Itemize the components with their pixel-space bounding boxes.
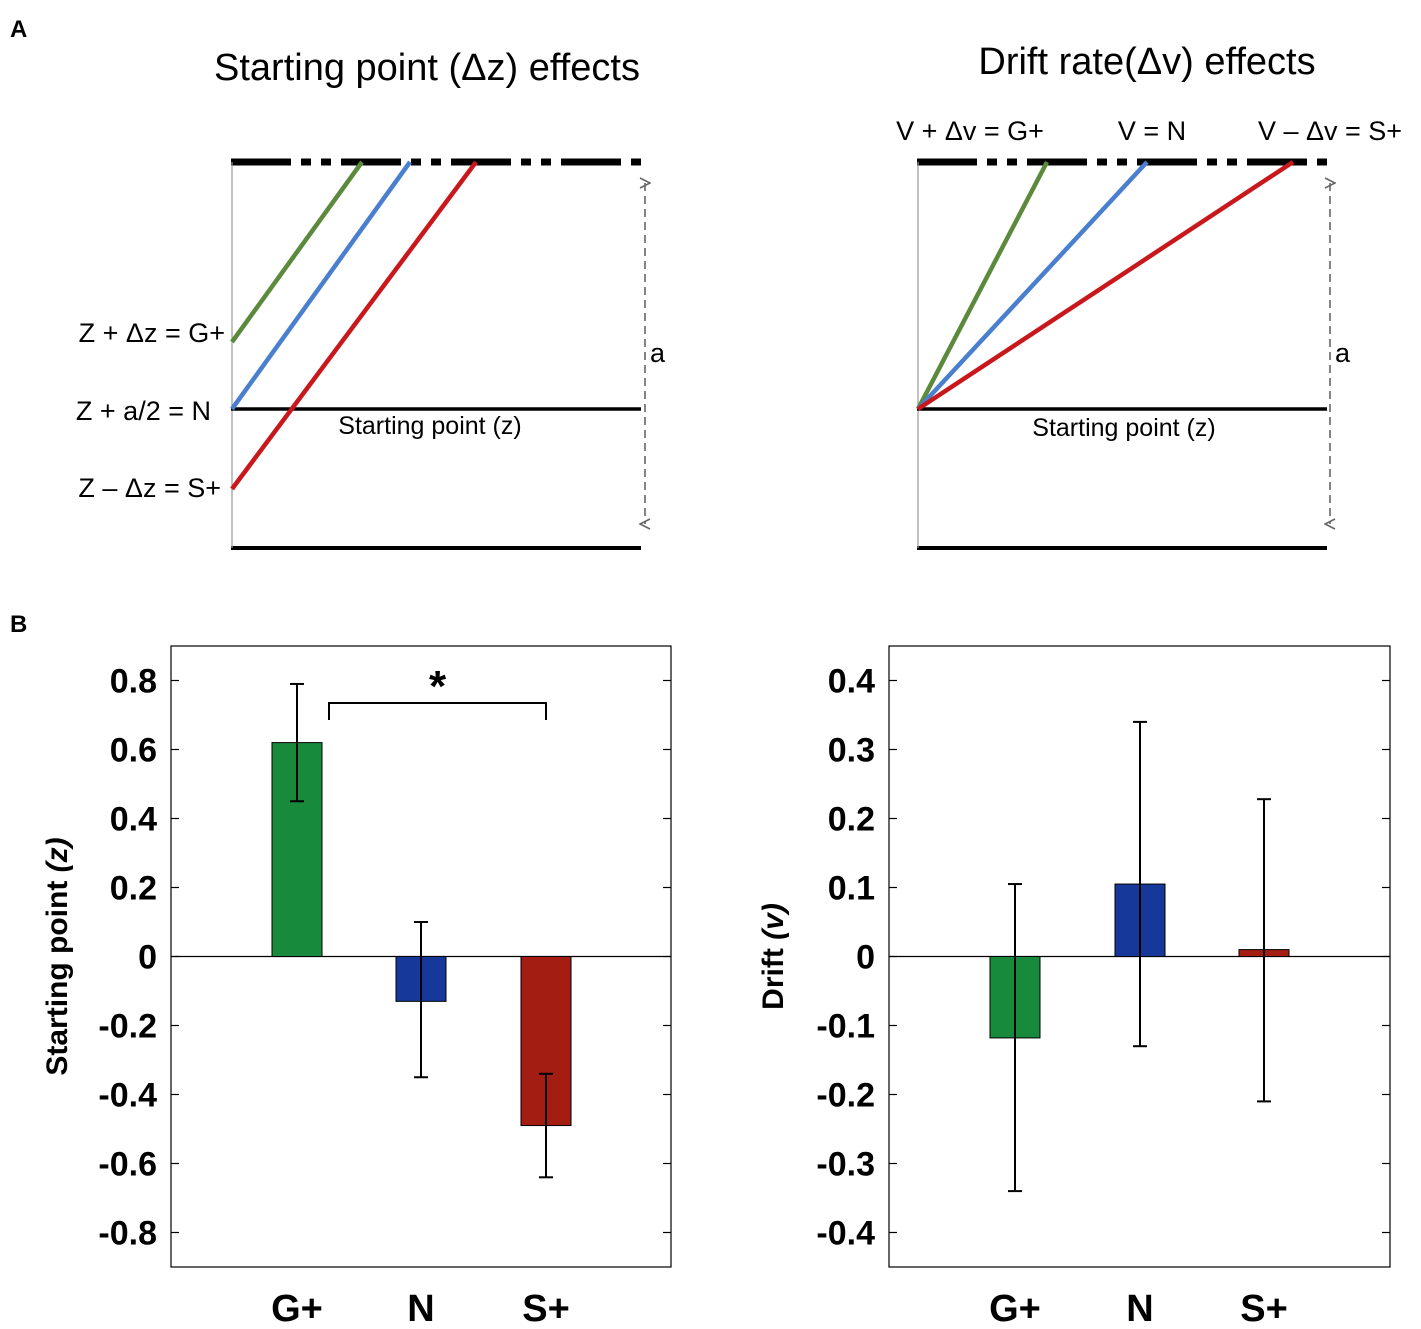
g-plus-trajectory	[916, 160, 1049, 411]
n-trajectory	[230, 160, 412, 411]
y-tick-label: -0.1	[816, 1008, 875, 1046]
y-tick-label: -0.8	[98, 1215, 157, 1253]
baseline-label: Starting point (z)	[338, 412, 521, 440]
y-tick-label: -0.3	[816, 1146, 875, 1184]
x-tick-label-s-plus: S+	[1240, 1288, 1288, 1329]
panel-b-label: B	[10, 611, 27, 638]
significance-star: *	[429, 662, 447, 711]
label-g-plus: Z + Δz = G+	[79, 318, 225, 348]
y-tick-label: 0.1	[828, 870, 875, 908]
diagram-starting-point: Starting point (Δz) effects Starting poi…	[76, 47, 666, 550]
x-tick-label-g-plus: G+	[989, 1288, 1041, 1329]
y-axis-label-text: Starting point	[41, 872, 74, 1075]
diagram-left-title: Starting point (Δz) effects	[214, 47, 640, 89]
x-tick-label-n: N	[1126, 1288, 1153, 1329]
y-tick-label: -0.4	[98, 1077, 157, 1115]
drift-bar-chart: 0.4 0.3 0.2 0.1 0 -0.1 -0.2 -0.3 -0.4 G+ N S+ Drift …	[757, 645, 1391, 1329]
y-tick-label: 0	[856, 939, 875, 977]
x-tick-label-n: N	[407, 1288, 434, 1329]
starting-point-bar-chart: 0.8 0.6 0.4 0.2 0 -0.2 -0.4 -0.6 -0.8 G+ N S+ Starti…	[41, 645, 672, 1329]
y-axis-label-symbol: (z)	[41, 837, 74, 872]
s-plus-trajectory	[230, 160, 478, 491]
n-trajectory	[916, 160, 1149, 411]
x-tick-label-s-plus: S+	[522, 1288, 570, 1329]
label-v-s-plus: V – Δv = S+	[1258, 116, 1402, 146]
y-tick-label: 0.2	[828, 801, 875, 839]
y-axis-label: Starting point (z)	[41, 837, 74, 1075]
x-tick-label-g-plus: G+	[271, 1288, 323, 1329]
y-tick-label: -0.6	[98, 1146, 157, 1184]
panel-a-label: A	[10, 16, 27, 43]
y-tick-label: 0.8	[110, 663, 157, 701]
y-tick-label: 0.3	[828, 732, 875, 770]
y-tick-label: 0.6	[110, 732, 157, 770]
boundary-label: a	[1335, 338, 1351, 368]
label-n: Z + a/2 = N	[76, 396, 211, 426]
y-tick-label: 0.2	[110, 870, 157, 908]
y-axis-label-symbol: (v)	[757, 903, 790, 940]
g-plus-trajectory	[230, 160, 364, 344]
label-s-plus: Z – Δz = S+	[78, 473, 221, 503]
y-tick-label: -0.2	[98, 1008, 157, 1046]
significance-bracket	[328, 702, 547, 720]
baseline-label: Starting point (z)	[1032, 414, 1215, 442]
y-tick-label: 0.4	[828, 663, 875, 701]
s-plus-trajectory	[916, 160, 1295, 411]
diagram-right-title: Drift rate(Δv) effects	[978, 41, 1315, 83]
y-axis-label-text: Drift	[757, 940, 790, 1010]
label-v-n: V = N	[1118, 116, 1186, 146]
y-axis-label: Drift (v)	[757, 903, 790, 1010]
y-tick-label: -0.4	[816, 1215, 875, 1253]
diagram-drift-rate: Drift rate(Δv) effects V + Δv = G+ V = N…	[896, 41, 1402, 550]
y-tick-label: 0.4	[110, 801, 157, 839]
boundary-label: a	[650, 338, 666, 368]
y-tick-label: 0	[138, 939, 157, 977]
y-tick-label: -0.2	[816, 1077, 875, 1115]
label-v-g-plus: V + Δv = G+	[896, 116, 1044, 146]
